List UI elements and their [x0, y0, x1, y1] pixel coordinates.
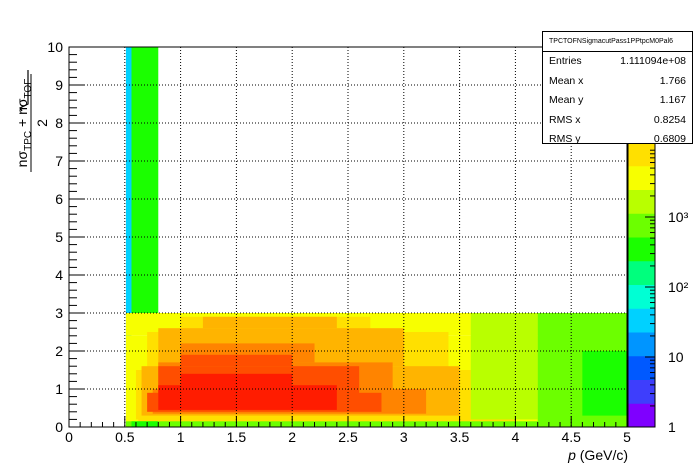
color-bar-segment — [628, 284, 655, 309]
stats-value: 0.6809 — [653, 133, 686, 145]
x-axis-label: p (GeV/c) — [567, 447, 628, 463]
heatmap-cell — [125, 47, 132, 370]
y-label-den: 2 — [34, 119, 50, 127]
stats-box: TPCTOFNSigmacutPass1PPtpcM0Pal6 Entries 1… — [542, 31, 693, 145]
x-tick-label: 2.5 — [338, 429, 358, 445]
y-label-n2: nσ — [14, 98, 30, 115]
y-tick-label: 3 — [55, 305, 63, 321]
y-label-s2: TOF — [23, 79, 34, 99]
stats-row: RMS y 0.6809 — [543, 130, 692, 150]
stats-row: Entries 1.111094e+08 — [543, 52, 692, 72]
y-tick-label: 6 — [55, 191, 63, 207]
stats-value: 1.766 — [659, 74, 686, 87]
stats-label: RMS y — [549, 133, 581, 145]
x-tick-label: 3.5 — [450, 429, 470, 445]
y-tick-label: 2 — [55, 343, 63, 359]
svg-text:nσTPC + nσTOF: nσTPC + nσTOF — [14, 79, 34, 168]
z-tick-label: 10² — [668, 279, 689, 295]
color-bar-segment — [628, 237, 655, 262]
heatmap-cell — [470, 313, 538, 420]
y-tick-label: 5 — [55, 229, 63, 245]
stats-row: Mean x 1.766 — [543, 72, 692, 92]
y-tick-label: 0 — [55, 419, 63, 435]
heatmap-cell — [131, 421, 159, 427]
stats-value: 1.167 — [659, 94, 686, 106]
x-tick-label: 0.5 — [115, 429, 135, 445]
z-tick-label: 1 — [668, 419, 676, 435]
x-tick-label: 1 — [177, 429, 185, 445]
x-tick-label: 4 — [512, 429, 520, 445]
stats-value: 1.111094e+08 — [620, 55, 686, 67]
x-tick-label: 0 — [65, 429, 73, 445]
x-tick-label: 4.5 — [561, 429, 581, 445]
x-tick-label: 5 — [623, 429, 631, 445]
y-tick-label: 4 — [55, 267, 63, 283]
heatmap-cell — [158, 385, 337, 410]
color-bar-segment — [628, 379, 655, 404]
y-tick-label: 9 — [55, 77, 63, 93]
y-label-plus: + — [14, 115, 30, 131]
y-axis-label: nσTPC + nσTOF 2 — [14, 70, 50, 172]
y-tick-label: 8 — [55, 115, 63, 131]
x-axis-ticks: 0 0.5 1 1.5 2 2.5 3 3.5 4 4.5 5 — [65, 416, 631, 445]
heatmap-cell — [125, 421, 627, 427]
x-tick-label: 3 — [400, 429, 408, 445]
stats-label: RMS x — [549, 113, 581, 126]
color-bar-segment — [628, 403, 655, 428]
heatmap-cell — [180, 354, 293, 367]
stats-label: Mean x — [549, 74, 584, 87]
z-tick-label: 10 — [668, 349, 684, 365]
heatmap-cell — [202, 316, 337, 329]
color-bar-segment — [628, 308, 655, 333]
heatmap-cell — [582, 351, 627, 416]
color-bar-segment — [628, 189, 655, 214]
stats-title: TPCTOFNSigmacutPass1PPtpcM0Pal6 — [543, 32, 692, 52]
heatmap-cell — [131, 47, 159, 313]
y-tick-label: 7 — [55, 153, 63, 169]
y-tick-label: 1 — [55, 381, 63, 397]
stats-row: RMS x 0.8254 — [543, 111, 692, 131]
stats-label: Entries — [549, 55, 582, 67]
y-label-n1: nσ — [14, 151, 30, 168]
y-tick-label: 10 — [47, 39, 63, 55]
stats-rows: Entries 1.111094e+08 Mean x 1.766 Mean y 1.16… — [543, 52, 692, 150]
radical-sign — [19, 70, 29, 112]
x-tick-label: 2 — [288, 429, 296, 445]
z-tick-label: 10³ — [668, 209, 689, 225]
color-bar-segment — [628, 260, 655, 285]
color-bar-segment — [628, 165, 655, 190]
y-axis-ticks: 0 1 2 3 4 5 6 7 8 9 10 — [47, 39, 85, 435]
y-label-s1: TPC — [23, 131, 34, 151]
x-axis-label-italic: p — [567, 447, 576, 463]
x-axis-label-rest: (GeV/c) — [576, 447, 628, 463]
stats-value: 0.8254 — [653, 113, 686, 126]
stats-row: Mean y 1.167 — [543, 91, 692, 111]
x-tick-label: 1.5 — [227, 429, 247, 445]
stats-label: Mean y — [549, 94, 584, 106]
